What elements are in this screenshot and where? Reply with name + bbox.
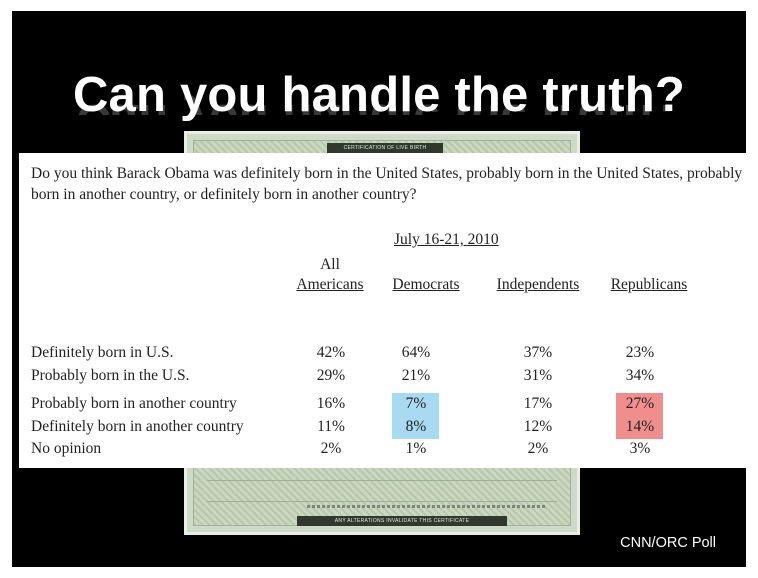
- column-header-independents: Independents: [496, 276, 580, 293]
- democrats-highlight: [392, 393, 439, 439]
- row-label-definitely-other: Definitely born in another country: [31, 418, 244, 435]
- column-header-all-americans: All Americans: [296, 256, 364, 293]
- cell: 34%: [625, 367, 655, 384]
- cell: 27%: [625, 395, 655, 412]
- cell: 37%: [523, 344, 553, 361]
- cell: 29%: [316, 367, 346, 384]
- row-label-probably-us: Probably born in the U.S.: [31, 367, 190, 384]
- cell: 42%: [316, 344, 346, 361]
- cell: 14%: [625, 418, 655, 435]
- row-label-probably-other: Probably born in another country: [31, 395, 237, 412]
- poll-date: July 16-21, 2010: [394, 231, 499, 248]
- cell: 7%: [405, 395, 427, 412]
- row-label-no-opinion: No opinion: [31, 440, 102, 457]
- slide-title-reflection: Can you handle the truth?: [12, 93, 746, 115]
- certificate-header: CERTIFICATION OF LIVE BIRTH: [327, 143, 443, 153]
- row-label-definitely-us: Definitely born in U.S.: [31, 344, 174, 361]
- cell: 2%: [320, 440, 342, 457]
- cell: 1%: [405, 440, 427, 457]
- column-header-democrats: Democrats: [392, 276, 460, 293]
- slide-title: Can you handle the truth?: [72, 68, 686, 122]
- cell: 23%: [625, 344, 655, 361]
- cell: 31%: [523, 367, 553, 384]
- cell: 11%: [317, 418, 345, 435]
- cell: 17%: [523, 395, 553, 412]
- cell: 64%: [401, 344, 431, 361]
- poll-panel: Do you think Barack Obama was definitely…: [19, 153, 746, 468]
- cell: 8%: [405, 418, 427, 435]
- cell: 12%: [523, 418, 553, 435]
- certificate-lines: [207, 480, 557, 502]
- slide: Can you handle the truth? Can you handle…: [12, 11, 746, 567]
- cell: 2%: [527, 440, 549, 457]
- cell: 21%: [401, 367, 431, 384]
- republicans-highlight: [616, 393, 663, 439]
- certificate-footer: ANY ALTERATIONS INVALIDATE THIS CERTIFIC…: [297, 516, 507, 526]
- poll-question: Do you think Barack Obama was definitely…: [31, 165, 743, 203]
- cell: 3%: [629, 440, 651, 457]
- certificate-fineprint: [307, 505, 547, 508]
- poll-source: CNN/ORC Poll: [620, 535, 716, 551]
- cell: 16%: [316, 395, 346, 412]
- column-header-republicans: Republicans: [610, 276, 688, 293]
